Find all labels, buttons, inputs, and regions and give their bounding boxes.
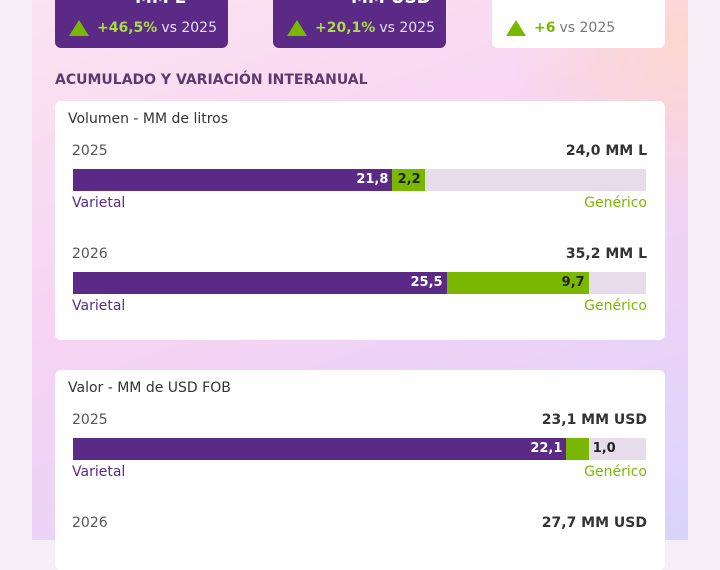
total-label: 27,7 MM USD	[541, 515, 647, 531]
kpi-change: +6 vs 2025	[506, 20, 615, 36]
change-value: +20,1%	[315, 20, 376, 36]
panel: Valor - MM de USD FOB 2025 23,1 MM USD 22,1…	[55, 370, 665, 570]
kpi-change: +46,5% vs 2025	[69, 20, 217, 36]
kpi-card: MM USD +20,1%vs 2025	[273, 0, 446, 48]
year-label: 2025	[72, 412, 108, 428]
total-label: 24,0 MM L	[565, 143, 647, 159]
kpi-card: +6 vs 2025	[492, 0, 665, 48]
section-title: ACUMULADO Y VARIACIÓN INTERANUAL	[55, 72, 368, 88]
bar-track: 21,8 2,2	[73, 169, 646, 191]
bar-track: 25,5 9,7	[73, 272, 646, 294]
up-arrow-icon	[69, 20, 89, 36]
kpi-card: MM L +46,5%vs 2025	[55, 0, 228, 48]
total-label: 35,2 MM L	[565, 246, 647, 262]
segment-label: 2,2	[397, 172, 421, 187]
segment-label: 21,8	[356, 172, 389, 187]
bar-segment	[446, 272, 589, 294]
change-reference: vs 2025	[379, 20, 435, 36]
year-label: 2025	[72, 143, 108, 159]
segment-label: 9,7	[561, 275, 585, 290]
bar-segment	[392, 169, 425, 191]
bar-segment	[73, 438, 567, 460]
segment-label: 25,5	[410, 275, 443, 290]
right-legend-label: Genérico	[584, 298, 647, 314]
segment-label: 22,1	[530, 441, 563, 456]
kpi-unit: MM USD	[351, 0, 431, 8]
bar-segment	[73, 272, 447, 294]
panel: Volumen - MM de litros 2025 24,0 MM L 21,8 2…	[55, 101, 665, 340]
panel-title: Valor - MM de USD FOB	[68, 380, 231, 396]
change-value: +6	[534, 20, 556, 36]
up-arrow-icon	[506, 20, 526, 36]
kpi-unit: MM L	[135, 0, 186, 8]
year-label: 2026	[72, 246, 108, 262]
up-arrow-icon	[287, 20, 307, 36]
change-reference: vs 2025	[161, 20, 217, 36]
left-legend-label: Varietal	[72, 298, 126, 314]
total-label: 23,1 MM USD	[541, 412, 647, 428]
panel-title: Volumen - MM de litros	[68, 111, 229, 127]
page: MM L+46,5%vs 2025MM USD+20,1%vs 2025+6vs…	[32, 0, 688, 570]
bar-track: 22,1 1,0	[73, 438, 646, 460]
right-legend-label: Genérico	[584, 464, 647, 480]
bar-segment	[566, 438, 589, 460]
left-legend-label: Varietal	[72, 464, 126, 480]
right-legend-label: Genérico	[584, 195, 647, 211]
change-value: +46,5%	[97, 20, 158, 36]
bar-segment	[73, 169, 393, 191]
change-reference: vs 2025	[559, 20, 616, 36]
left-legend-label: Varietal	[72, 195, 126, 211]
segment-label: 1,0	[592, 441, 616, 456]
kpi-change: +20,1% vs 2025	[287, 20, 435, 36]
year-label: 2026	[72, 515, 108, 531]
